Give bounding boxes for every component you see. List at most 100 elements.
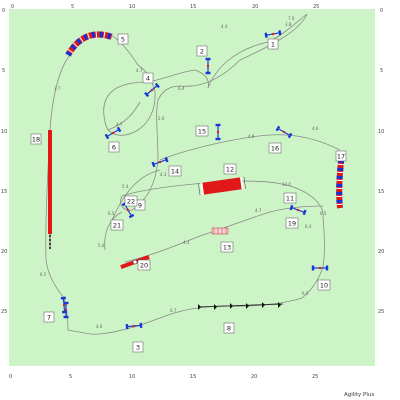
- svg-text:10: 10: [320, 282, 328, 290]
- course-field: [9, 9, 375, 366]
- obstacle-number-19: 19: [285, 217, 299, 229]
- x-tick-label: 10: [129, 4, 135, 10]
- a-frame-obstacle-12: [198, 176, 246, 196]
- jump-symbol: [311, 265, 329, 271]
- obstacle-number-2: 2: [196, 45, 208, 57]
- svg-text:1: 1: [271, 41, 275, 49]
- x-tick-label: 20: [251, 374, 257, 380]
- distance-labels: 3.8 4.4 6.4 4.7 3.7 4.7 2.6 4.8 4.6 5.4 …: [40, 16, 327, 329]
- obstacle-number-4: 4: [142, 72, 154, 84]
- distance-label: 5.0: [98, 243, 105, 248]
- y-tick-label: 10: [378, 129, 384, 135]
- obstacle-number-6: 6: [108, 141, 120, 153]
- x-tick-label: 25: [312, 374, 318, 380]
- svg-text:19: 19: [288, 220, 296, 228]
- y-axis-left: 0 5 10 15 20 25: [1, 8, 7, 315]
- jump-symbol: [144, 82, 160, 98]
- jump-symbol: [205, 57, 211, 75]
- handler-path: [159, 134, 341, 161]
- y-tick-label: 15: [378, 189, 384, 195]
- tunnel-obstacle-5: [65, 31, 113, 57]
- svg-text:17: 17: [337, 153, 345, 161]
- jumps: [60, 30, 329, 330]
- obstacle-number-20: 20: [137, 259, 151, 271]
- app-label: Agility Plus: [344, 392, 374, 398]
- distance-label: 4.3: [160, 172, 167, 177]
- y-axis-right: 0 5 10 15 20 25: [378, 8, 384, 315]
- distance-label: 4.6: [312, 126, 319, 131]
- obstacle-number-12: 12: [223, 163, 237, 175]
- long-jump-obstacle-9: [197, 302, 284, 310]
- jump-symbol: [264, 30, 282, 38]
- distance-label: 6.5: [108, 211, 115, 216]
- x-tick-label: 10: [129, 374, 135, 380]
- y-tick-label: 25: [378, 309, 384, 315]
- svg-text:22: 22: [127, 198, 135, 206]
- obstacle-number-10: 10: [317, 279, 331, 291]
- distance-label: 4.3: [183, 240, 190, 245]
- obstacle-number-11: 11: [283, 192, 297, 204]
- handler-path: [104, 169, 161, 251]
- y-tick-label: 0: [380, 8, 383, 14]
- obstacle-number-16: 16: [268, 142, 282, 154]
- distance-label: 3.7: [54, 86, 61, 91]
- obstacle-number-1: 1: [267, 38, 279, 50]
- distance-label: 6.4: [305, 224, 312, 229]
- svg-text:12: 12: [226, 166, 234, 174]
- distance-label: 4.6: [96, 324, 103, 329]
- distance-label: 6.5: [320, 211, 327, 216]
- obstacle-number-5: 5: [117, 33, 129, 45]
- svg-text:20: 20: [140, 262, 148, 270]
- y-tick-label: 5: [380, 68, 383, 74]
- svg-text:8: 8: [227, 325, 231, 333]
- jump-symbol: [125, 322, 143, 330]
- y-tick-label: 5: [2, 68, 5, 74]
- distance-label: 4.7: [136, 68, 143, 73]
- x-tick-label: 15: [190, 374, 196, 380]
- y-tick-label: 10: [1, 129, 7, 135]
- distance-label: 4.4: [221, 24, 228, 29]
- x-tick-label: 25: [313, 4, 319, 10]
- distance-label: 7.0: [288, 16, 295, 21]
- obstacle-number-17: 17: [335, 150, 347, 162]
- distance-label: 6.5: [40, 272, 47, 277]
- svg-text:15: 15: [198, 128, 206, 136]
- svg-text:5: 5: [121, 36, 125, 44]
- distance-label: 4.7: [255, 208, 262, 213]
- distance-label: 3.8: [285, 22, 292, 27]
- obstacle-number-21: 21: [110, 219, 124, 231]
- x-axis-top: 0 5 10 15 20 25: [11, 4, 319, 10]
- svg-text:16: 16: [271, 145, 279, 153]
- distance-label: 5.4: [122, 184, 129, 189]
- svg-text:13: 13: [223, 244, 231, 252]
- distance-label: 4.7: [116, 122, 123, 127]
- obstacle-number-18: 18: [30, 133, 42, 145]
- seesaw-obstacle-20: [120, 254, 150, 270]
- obstacle-number-15: 15: [195, 125, 209, 137]
- jump-symbol: [215, 123, 221, 141]
- svg-text:4: 4: [146, 75, 150, 83]
- distance-label: 6.4: [178, 86, 185, 91]
- svg-text:7: 7: [47, 314, 51, 322]
- y-tick-label: 25: [1, 309, 7, 315]
- distance-label: 10.0: [282, 182, 291, 187]
- svg-text:11: 11: [286, 195, 294, 203]
- x-tick-label: 15: [190, 4, 196, 10]
- x-tick-label: 0: [11, 4, 14, 10]
- svg-text:3: 3: [136, 344, 140, 352]
- obstacle-number-8: 8: [223, 322, 235, 334]
- svg-text:18: 18: [32, 136, 40, 144]
- x-tick-label: 0: [9, 374, 12, 380]
- jump-symbol: [60, 296, 68, 314]
- jump-symbol: [275, 125, 293, 139]
- obstacle-number-13: 13: [220, 241, 234, 253]
- obstacle-number-22: 22: [124, 195, 138, 207]
- svg-text:9: 9: [138, 202, 142, 210]
- obstacle-number-14: 14: [168, 165, 182, 177]
- jump-symbol: [104, 126, 122, 140]
- distance-label: 6.7: [170, 308, 177, 313]
- obstacle-numbers: 1 2 3 4 5 6 7 8 9 10 11 12 13 14 15 16 1…: [30, 33, 347, 353]
- x-tick-label: 20: [252, 4, 258, 10]
- dog-walk: [48, 130, 52, 234]
